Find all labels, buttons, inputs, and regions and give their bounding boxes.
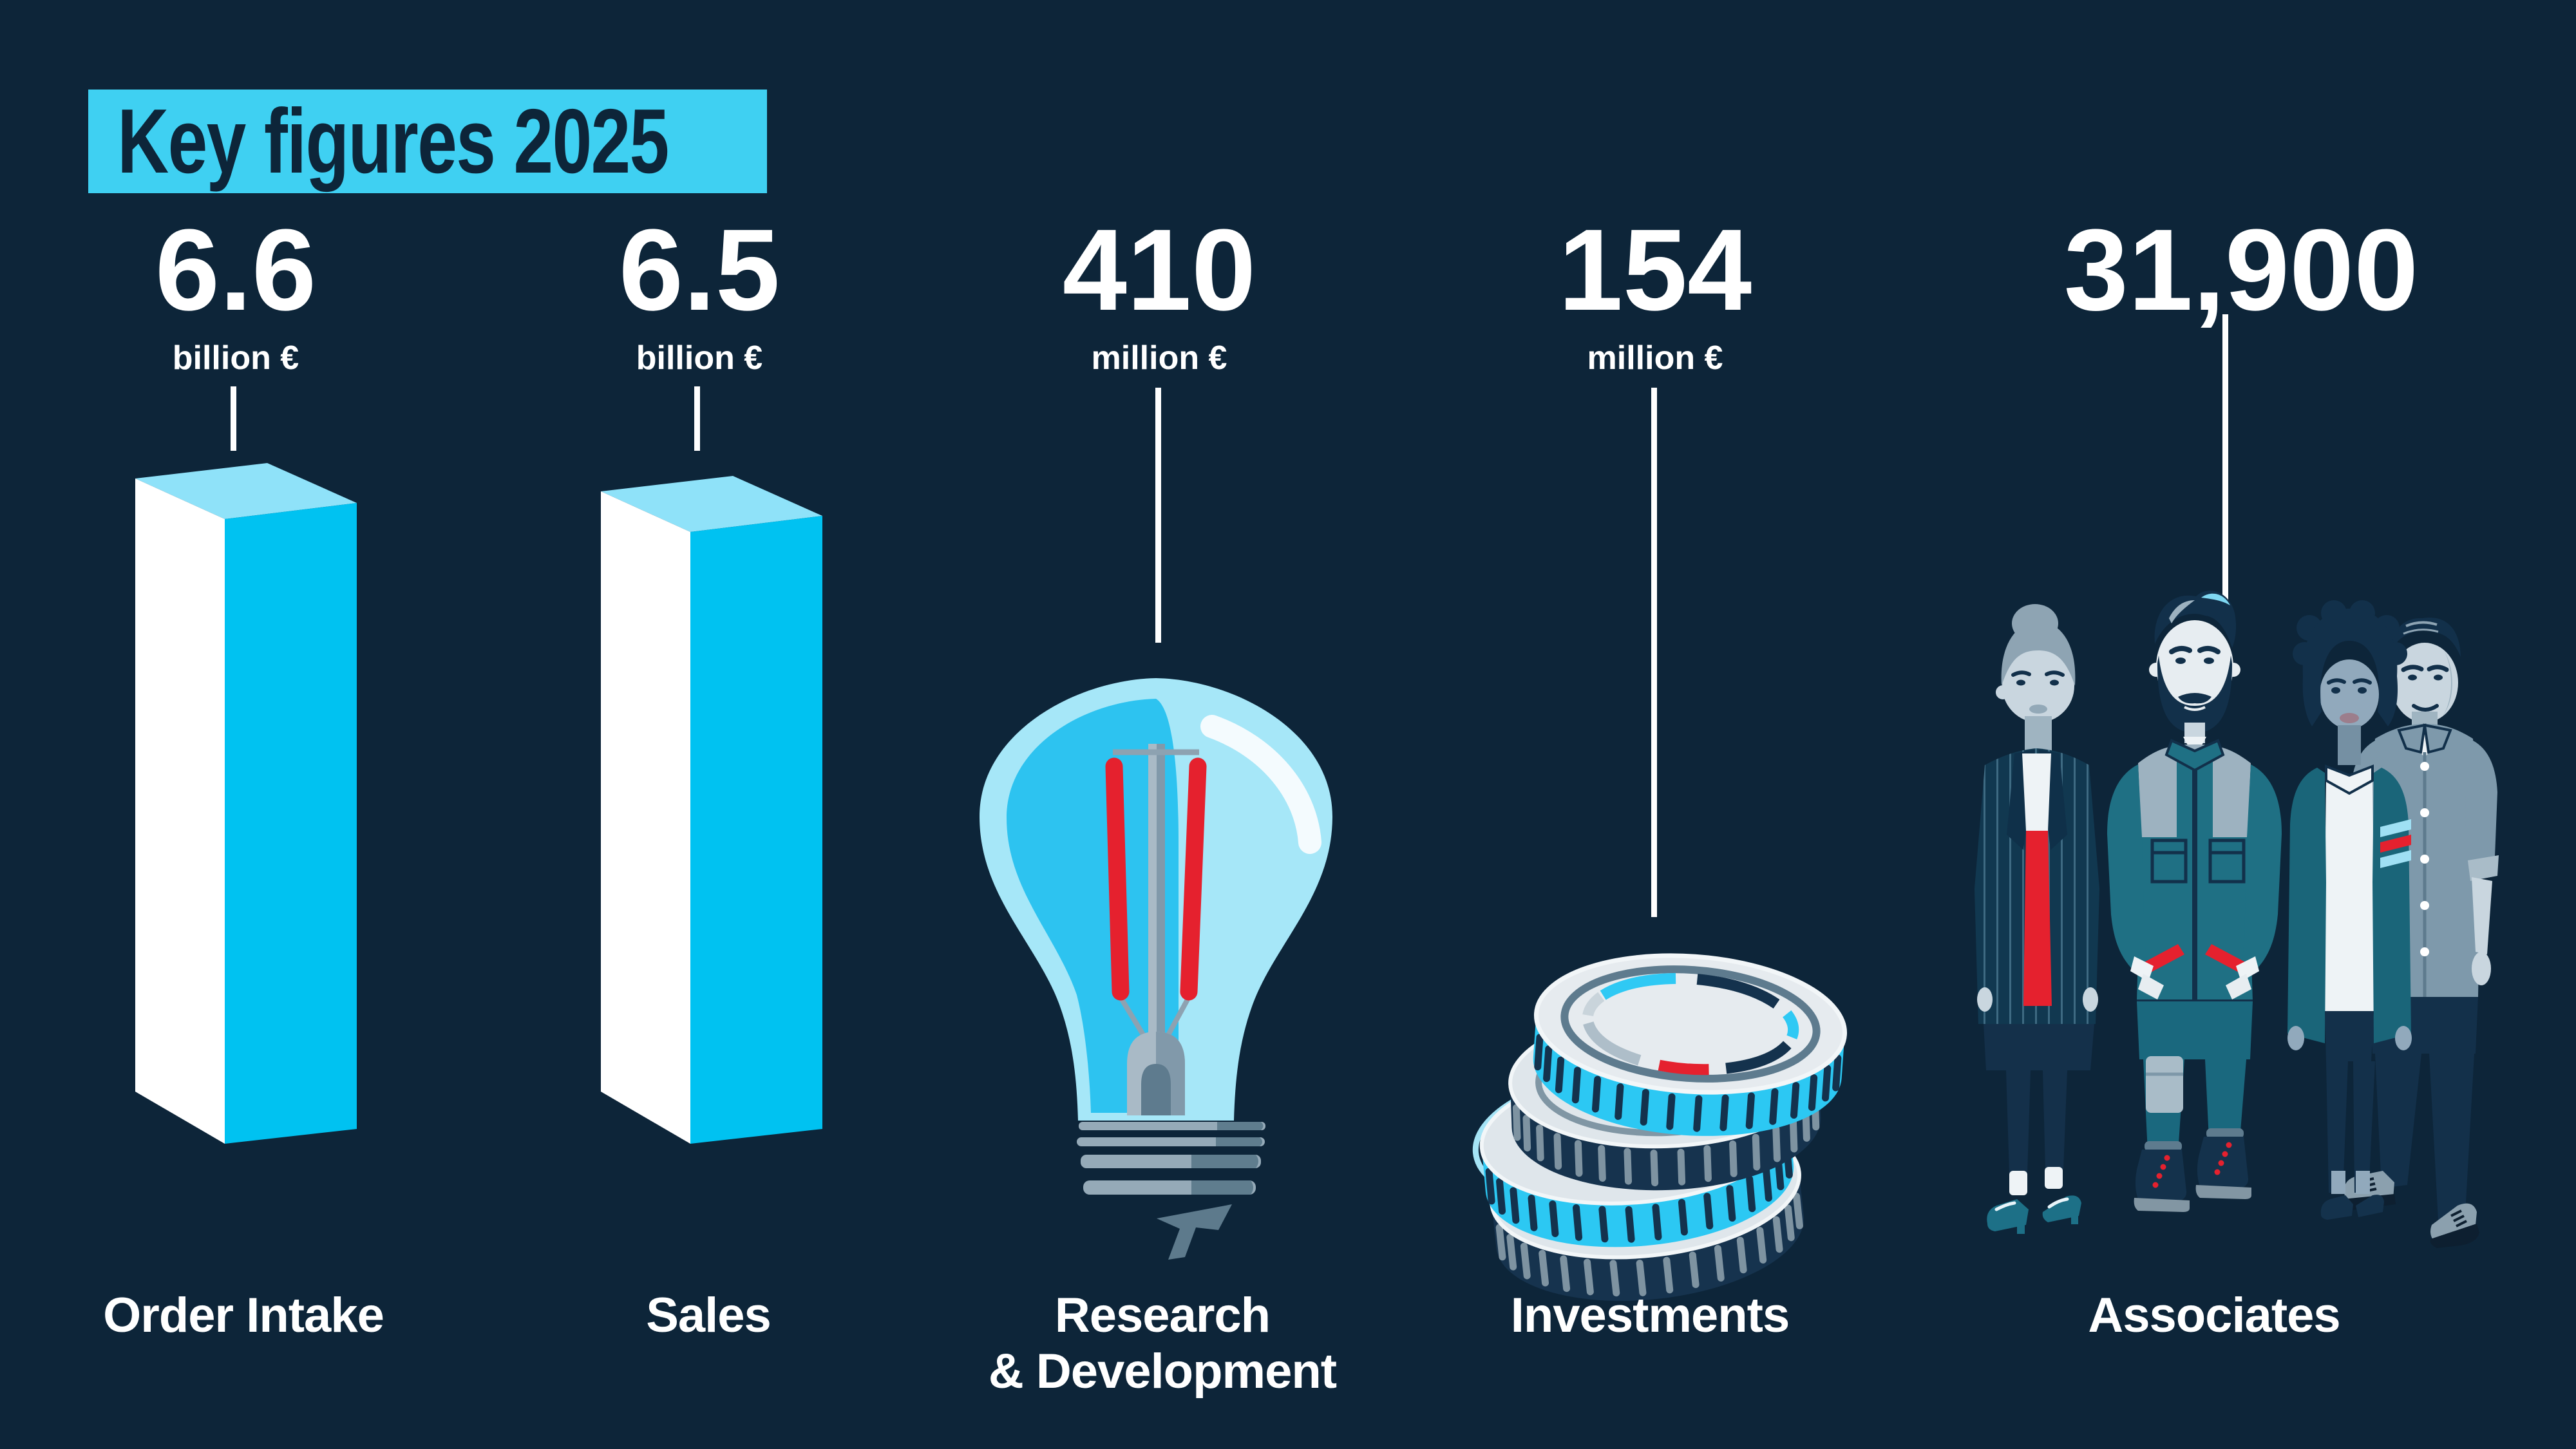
coin-top [1528, 953, 1848, 1146]
filament-right [1180, 757, 1207, 1001]
associates-value: 31,900 [2063, 205, 2419, 335]
research-development-label-line2: & Development [988, 1344, 1337, 1399]
person-curly-woman [2287, 600, 2412, 1220]
coin-stack-icon [1472, 953, 1848, 1307]
bulb-highlight [1200, 715, 1321, 854]
sales-unit: billion € [636, 339, 763, 377]
page-title: Key figures 2025 [117, 90, 669, 193]
connector-line-research [1155, 388, 1161, 643]
bar-3d-icon [135, 463, 357, 1144]
base-stripe-shade [1191, 1180, 1253, 1195]
associates-label: Associates [2088, 1288, 2340, 1343]
research-development-label-line1: Research [1054, 1288, 1271, 1343]
connector-line-order-intake [231, 386, 236, 451]
filament-left [1105, 757, 1130, 1001]
research-development-unit: million € [1091, 339, 1227, 377]
research-development-value: 410 [1062, 205, 1256, 335]
bulb-screw-base [1077, 1122, 1265, 1195]
connector-line-associates [2222, 314, 2228, 613]
investments-unit: million € [1587, 339, 1723, 377]
sales-value: 6.5 [618, 205, 781, 335]
people-group-icon [1975, 591, 2499, 1248]
investments-value: 154 [1558, 205, 1752, 335]
title-banner: Key figures 2025 [88, 90, 767, 193]
lightbulb-icon [980, 678, 1332, 1260]
sales-label: Sales [646, 1288, 772, 1343]
person-worker [2107, 591, 2282, 1212]
bar-left-face [135, 478, 225, 1144]
coin-face-arcs [1582, 972, 1799, 1075]
bar-3d-icon [601, 476, 822, 1144]
base-stripe-shade [1191, 1155, 1258, 1168]
flash-swoosh-icon [1157, 1204, 1232, 1260]
bar-top-face [135, 463, 357, 519]
bulb-inner-glow [1007, 699, 1179, 1113]
connector-line-investments [1651, 388, 1657, 917]
order-intake-unit: billion € [172, 339, 299, 377]
bar-top-face [601, 476, 822, 532]
person-businesswoman [1975, 604, 2099, 1234]
order-intake-value: 6.6 [155, 205, 317, 335]
base-stripe-shade [1217, 1122, 1264, 1130]
order-intake-label: Order Intake [103, 1288, 384, 1343]
bar-right-face [690, 516, 822, 1144]
bulb-dome-arch [1141, 1064, 1171, 1115]
bar-right-face [225, 503, 357, 1144]
base-stripe-shade [1216, 1137, 1262, 1146]
bulb-stem-shade [1157, 744, 1165, 1034]
bar-left-face [601, 491, 690, 1144]
investments-label: Investments [1510, 1288, 1790, 1343]
connector-line-sales [694, 386, 700, 451]
